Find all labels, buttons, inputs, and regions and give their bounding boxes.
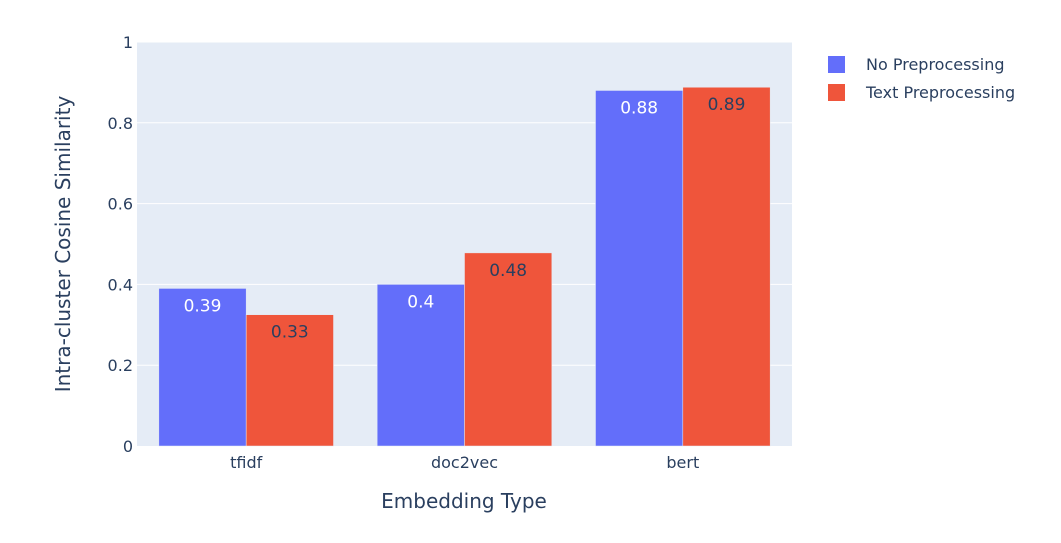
bar[interactable] [245,314,334,447]
legend-label: No Preprocessing [866,55,1005,74]
bar[interactable] [158,288,247,447]
y-tick-label: 0.4 [108,275,133,294]
x-axis-ticks: tfidf doc2vec bert [230,453,699,472]
bar-value-label: 0.39 [184,296,222,316]
legend-item[interactable]: No Preprocessing [828,55,1005,74]
x-tick-label: tfidf [230,453,263,472]
bar-value-label: 0.88 [620,98,658,118]
bar[interactable] [595,90,684,447]
bars [158,86,771,447]
legend-item[interactable]: Text Preprocessing [828,83,1015,102]
x-tick-label: bert [666,453,699,472]
y-tick-label: 0.6 [108,195,133,214]
y-axis-title: Intra-cluster Cosine Similarity [51,96,75,393]
y-tick-label: 0.2 [108,356,133,375]
x-axis-title: Embedding Type [381,489,547,513]
bar-labels: 0.39 0.33 0.4 0.48 0.88 0.89 [184,95,746,342]
y-tick-label: 1 [123,33,133,52]
x-tick-label: doc2vec [431,453,498,472]
y-axis-ticks: 0 0.2 0.4 0.6 0.8 1 [108,33,133,456]
y-tick-label: 0.8 [108,114,133,133]
bar-value-label: 0.89 [708,95,746,115]
bar[interactable] [376,284,465,447]
y-tick-label: 0 [123,437,133,456]
bar[interactable] [682,86,771,447]
legend[interactable]: No Preprocessing Text Preprocessing [828,55,1015,102]
bar[interactable] [464,252,553,447]
bar-value-label: 0.33 [271,323,309,343]
legend-swatch [828,56,845,73]
legend-swatch [828,84,845,101]
legend-label: Text Preprocessing [865,83,1015,102]
bar-value-label: 0.48 [489,261,527,281]
bar-value-label: 0.4 [407,292,434,312]
